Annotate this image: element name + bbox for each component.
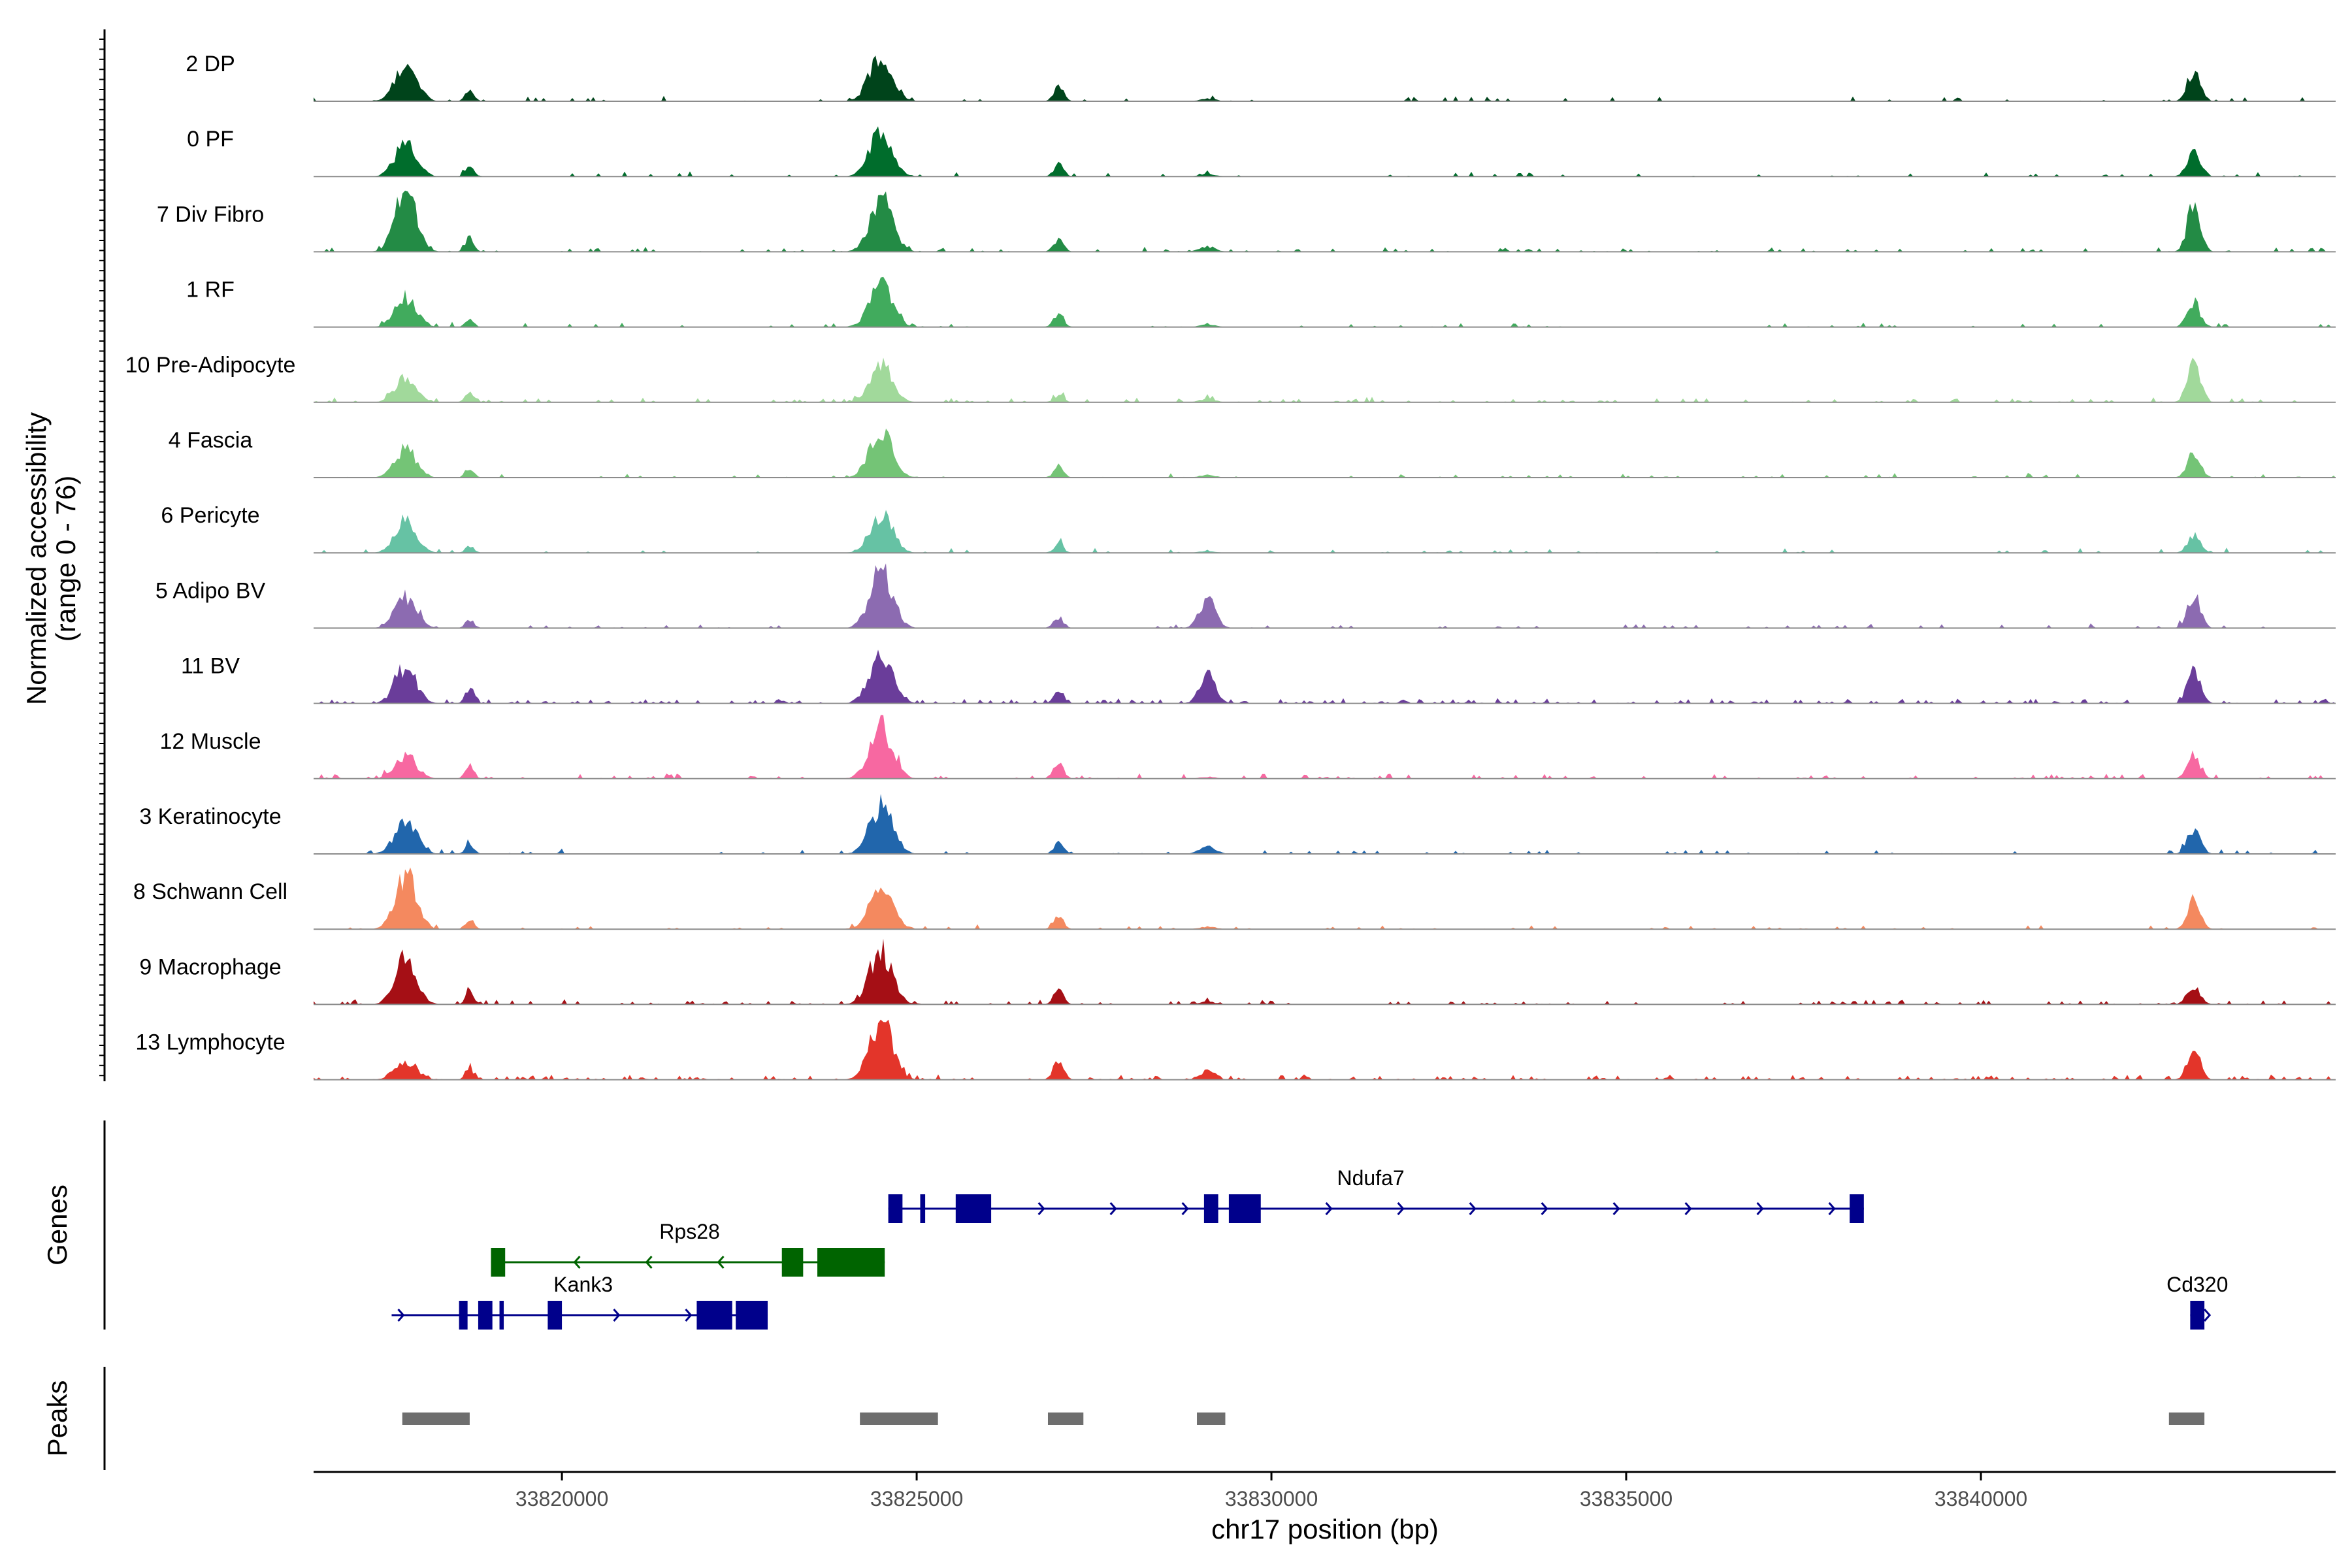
track-5: 10 Pre-Adipocyte [125,353,2336,403]
track-2: 0 PF [187,126,2336,178]
track-6: 4 Fascia [169,428,2336,478]
track-label: 6 Pericyte [161,503,259,528]
gene-rps28: Rps28 [491,1220,885,1277]
strand-arrow [1541,1202,1548,1215]
peak-region [1047,1413,1084,1425]
track-13: 9 Macrophage [139,938,2336,1005]
gene-exon [955,1194,992,1223]
x-tick-label: 33820000 [515,1487,608,1511]
gene-exon [1203,1194,1218,1223]
track-label: 10 Pre-Adipocyte [125,353,296,378]
gene-label: Cd320 [2166,1273,2228,1296]
strand-arrow [1397,1202,1405,1215]
y-axis-ticks [99,39,105,1077]
x-tick-label: 33825000 [870,1487,963,1511]
track-10: 12 Muscle [160,715,2336,779]
peak-region [2168,1413,2205,1425]
strand-arrow [645,1256,653,1269]
track-label: 7 Div Fibro [157,202,264,227]
track-1: 2 DP [186,52,2336,102]
strand-arrow [1756,1202,1764,1215]
gene-exon [2190,1301,2205,1330]
peak-region [1197,1413,1226,1425]
gene-exon [491,1248,506,1277]
gene-label: Rps28 [659,1220,720,1243]
strand-arrow [573,1256,581,1269]
y-axis-title-line1: Normalized accessibility [21,412,52,705]
gene-exon [736,1301,768,1330]
strand-arrow [1037,1202,1045,1215]
gene-exon [478,1301,493,1330]
genes-panel-title: Genes [42,1184,73,1266]
peaks-track [402,1413,2205,1425]
strand-arrow [1109,1202,1117,1215]
gene-label: Kank3 [553,1273,613,1296]
gene-exon [499,1301,504,1330]
strand-arrow [1469,1202,1477,1215]
track-14: 13 Lymphocyte [135,1019,2336,1081]
track-label: 4 Fascia [169,428,253,453]
strand-arrow [1612,1202,1620,1215]
gene-exon [888,1194,903,1223]
strand-arrow [1181,1202,1189,1215]
x-tick-label: 33830000 [1225,1487,1318,1511]
gene-exon [1228,1194,1261,1223]
x-tick-label: 33835000 [1580,1487,1673,1511]
gene-exon [920,1194,926,1223]
y-axis-title-line2: (range 0 - 76) [50,476,81,642]
strand-arrow [2203,1309,2212,1322]
peak-region [402,1413,470,1425]
strand-arrow [1325,1202,1333,1215]
track-11: 3 Keratinocyte [139,794,2336,855]
track-label: 1 RF [186,278,235,302]
track-label: 5 Adipo BV [155,578,266,603]
genes-track: Ndufa7 Rps28 Kank3 Cd320 [391,1166,2228,1330]
accessibility-tracks: 2 DP 0 PF 7 Div Fibro 1 RF 10 Pre-Adipocyte 4… [125,52,2336,1081]
gene-cd320: Cd320 [2166,1273,2228,1330]
peaks-panel-title: Peaks [42,1380,73,1457]
track-label: 2 DP [186,52,235,76]
track-label: 11 BV [181,654,240,679]
peak-region [860,1413,938,1425]
gene-exon [547,1301,563,1330]
gene-exon [696,1301,732,1330]
track-9: 11 BV [181,649,2336,704]
gene-kank3: Kank3 [391,1273,768,1330]
gene-exon [459,1301,468,1330]
gene-exon [1850,1194,1864,1223]
track-8: 5 Adipo BV [155,563,2336,629]
track-label: 3 Keratinocyte [139,804,281,829]
x-tick-label: 33840000 [1935,1487,2027,1511]
strand-arrow [1684,1202,1692,1215]
track-12: 8 Schwann Cell [133,867,2336,930]
gene-label: Ndufa7 [1337,1166,1404,1190]
strand-arrow [685,1309,693,1322]
track-label: 12 Muscle [160,729,261,754]
strand-arrow [397,1309,405,1322]
track-4: 1 RF [186,276,2336,328]
strand-arrow [717,1256,725,1269]
track-7: 6 Pericyte [161,503,2336,554]
gene-exon [781,1248,804,1277]
gene-exon [817,1248,885,1277]
track-label: 9 Macrophage [139,955,281,979]
strand-arrow [613,1309,621,1322]
track-3: 7 Div Fibro [157,190,2336,253]
x-axis-ticks: 33820000 33825000 33830000 33835000 33840000 [515,1472,2027,1511]
track-label: 13 Lymphocyte [135,1030,285,1055]
track-label: 8 Schwann Cell [133,879,287,904]
track-label: 0 PF [187,127,234,152]
strand-arrow [1828,1202,1836,1215]
x-axis-title: chr17 position (bp) [1211,1514,1439,1544]
gene-ndufa7: Ndufa7 [888,1166,1864,1223]
